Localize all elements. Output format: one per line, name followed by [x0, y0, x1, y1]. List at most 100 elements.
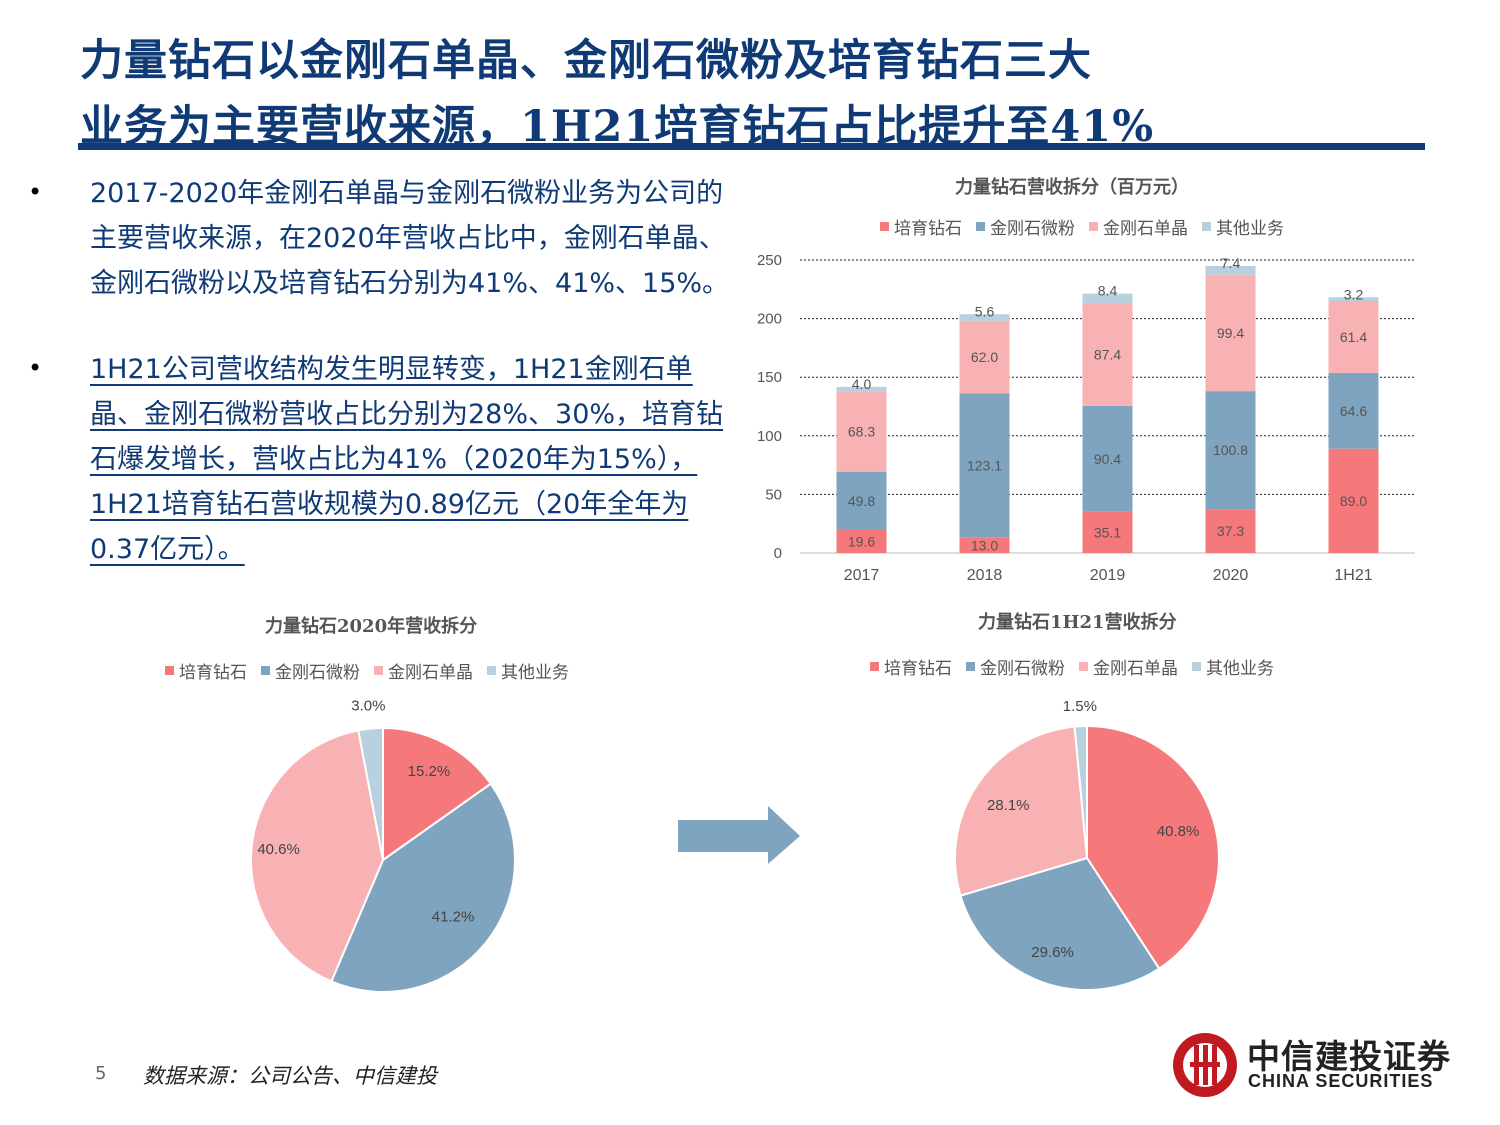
bar-value-label: 90.4: [1094, 451, 1121, 467]
legend-label: 金刚石单晶: [1103, 219, 1188, 239]
bar-segment-powder: [1328, 372, 1379, 449]
data-source-note: 数据来源：公司公告、中信建投: [143, 1064, 437, 1088]
bar-value-label: 49.8: [848, 493, 875, 509]
legend-item-single: 金刚石单晶: [1089, 214, 1188, 239]
legend-swatch: [976, 222, 985, 231]
bar-segment-lab: [959, 537, 1010, 553]
bar-value-label: 123.1: [967, 458, 1002, 474]
x-tick-label: 2017: [844, 567, 880, 584]
legend-label: 培育钻石: [884, 659, 952, 679]
legend-item-other: 其他业务: [1192, 654, 1274, 679]
bar-segment-other: [1205, 265, 1256, 275]
pie-value-label: 1.5%: [1063, 698, 1097, 715]
x-tick-label: 2018: [967, 567, 1003, 584]
bar-value-label: 4.0: [852, 376, 872, 392]
pie-chart-1h21: 40.8% 29.6% 28.1% 1.5%: [954, 698, 1220, 991]
legend-label: 培育钻石: [179, 663, 247, 683]
title-divider: [78, 143, 1425, 150]
legend-swatch: [487, 666, 496, 675]
legend-swatch: [870, 662, 879, 671]
bar-segment-single: [959, 320, 1010, 394]
bar-value-label: 19.6: [848, 534, 875, 550]
bar-segment-other: [1082, 293, 1133, 304]
pie-value-label: 15.2%: [408, 763, 451, 780]
bar-segment-powder: [1205, 391, 1256, 510]
y-tick-label: 250: [757, 252, 782, 269]
legend-item-powder: 金刚石微粉: [976, 214, 1075, 239]
page-title-line-1: 力量钻石以金刚石单晶、金刚石微粉及培育钻石三大: [80, 36, 1092, 86]
y-tick-label: 100: [757, 428, 782, 445]
pie-chart-2020: 15.2% 41.2% 40.6% 3.0%: [250, 698, 516, 993]
pie-1h21-legend: 培育钻石 金刚石微粉 金刚石单晶 其他业务: [870, 654, 1274, 679]
pie-slice-single: [954, 725, 1089, 897]
bar-chart-title: 力量钻石营收拆分（百万元）: [955, 177, 1189, 198]
y-tick-label: 50: [765, 486, 782, 503]
pie-1h21-title: 力量钻石1H21营收拆分: [978, 612, 1177, 633]
pie-slice-powder: [330, 782, 516, 993]
pie-2020-title: 力量钻石2020年营收拆分: [265, 616, 478, 637]
bar-value-label: 8.4: [1098, 283, 1118, 299]
bar-segment-powder: [1082, 405, 1133, 512]
bar-segment-single: [1082, 303, 1133, 406]
legend-item-lab: 培育钻石: [870, 654, 952, 679]
legend-swatch: [374, 666, 383, 675]
legend-item-lab: 培育钻石: [165, 658, 247, 683]
bar-segment-powder: [836, 471, 887, 531]
pie-value-label: 3.0%: [351, 698, 385, 715]
legend-label: 其他业务: [501, 663, 569, 683]
bar-segment-single: [1205, 274, 1256, 392]
legend-swatch: [1192, 662, 1201, 671]
bar-segment-lab: [1082, 511, 1133, 553]
x-tick-label: 1H21: [1334, 567, 1372, 584]
legend-label: 金刚石微粉: [275, 663, 360, 683]
bar-segment-single: [836, 391, 887, 472]
bar-value-label: 3.2: [1344, 286, 1364, 302]
bar-value-label: 61.4: [1340, 329, 1367, 345]
china-securities-logo: [1173, 1033, 1237, 1097]
page-number: 5: [95, 1063, 107, 1084]
y-tick-label: 0: [774, 545, 782, 562]
bar-value-label: 87.4: [1094, 347, 1121, 363]
bar-value-label: 64.6: [1340, 403, 1367, 419]
bar-value-label: 7.4: [1221, 255, 1241, 271]
legend-item-other: 其他业务: [487, 658, 569, 683]
bullet-marker: •: [28, 178, 43, 206]
legend-swatch: [1202, 222, 1211, 231]
legend-label: 金刚石微粉: [990, 219, 1075, 239]
pie-slice-lab: [382, 726, 493, 862]
x-tick-label: 2019: [1090, 567, 1126, 584]
bullet-text-2-content: 1H21公司营收结构发生明显转变，1H21金刚石单晶、金刚石微粉营收占比分别为2…: [90, 354, 724, 565]
legend-label: 其他业务: [1216, 219, 1284, 239]
legend-label: 培育钻石: [894, 219, 962, 239]
bar-segment-single: [1328, 301, 1379, 373]
legend-item-powder: 金刚石微粉: [261, 658, 360, 683]
pie-slice-powder: [959, 856, 1161, 991]
bar-segment-other: [836, 386, 887, 392]
bar-value-label: 5.6: [975, 303, 995, 319]
pie-slice-other: [1073, 724, 1088, 859]
bar-segment-other: [959, 314, 1010, 321]
bar-value-label: 100.8: [1213, 442, 1248, 458]
pie-slice-other: [357, 726, 384, 861]
bar-value-label: 62.0: [971, 349, 998, 365]
legend-item-single: 金刚石单晶: [374, 658, 473, 683]
bullet-text-2: 1H21公司营收结构发生明显转变，1H21金刚石单晶、金刚石微粉营收占比分别为2…: [90, 347, 730, 572]
legend-item-lab: 培育钻石: [880, 214, 962, 239]
legend-label: 金刚石微粉: [980, 659, 1065, 679]
pie-value-label: 40.8%: [1157, 823, 1200, 840]
bar-value-label: 13.0: [971, 537, 998, 553]
pie-value-label: 40.6%: [257, 841, 300, 858]
bar-segment-lab: [836, 530, 887, 553]
legend-swatch: [966, 662, 975, 671]
bar-value-label: 35.1: [1094, 524, 1121, 540]
legend-item-single: 金刚石单晶: [1079, 654, 1178, 679]
y-tick-label: 150: [757, 369, 782, 386]
legend-swatch: [1089, 222, 1098, 231]
legend-swatch: [165, 666, 174, 675]
legend-item-other: 其他业务: [1202, 214, 1284, 239]
bar-segment-lab: [1328, 448, 1379, 553]
logo-text-cn: 中信建投证券: [1247, 1037, 1451, 1076]
legend-label: 金刚石单晶: [388, 663, 473, 683]
bar-chart-legend: 培育钻石 金刚石微粉 金刚石单晶 其他业务: [880, 214, 1284, 239]
bar-value-label: 89.0: [1340, 493, 1367, 509]
